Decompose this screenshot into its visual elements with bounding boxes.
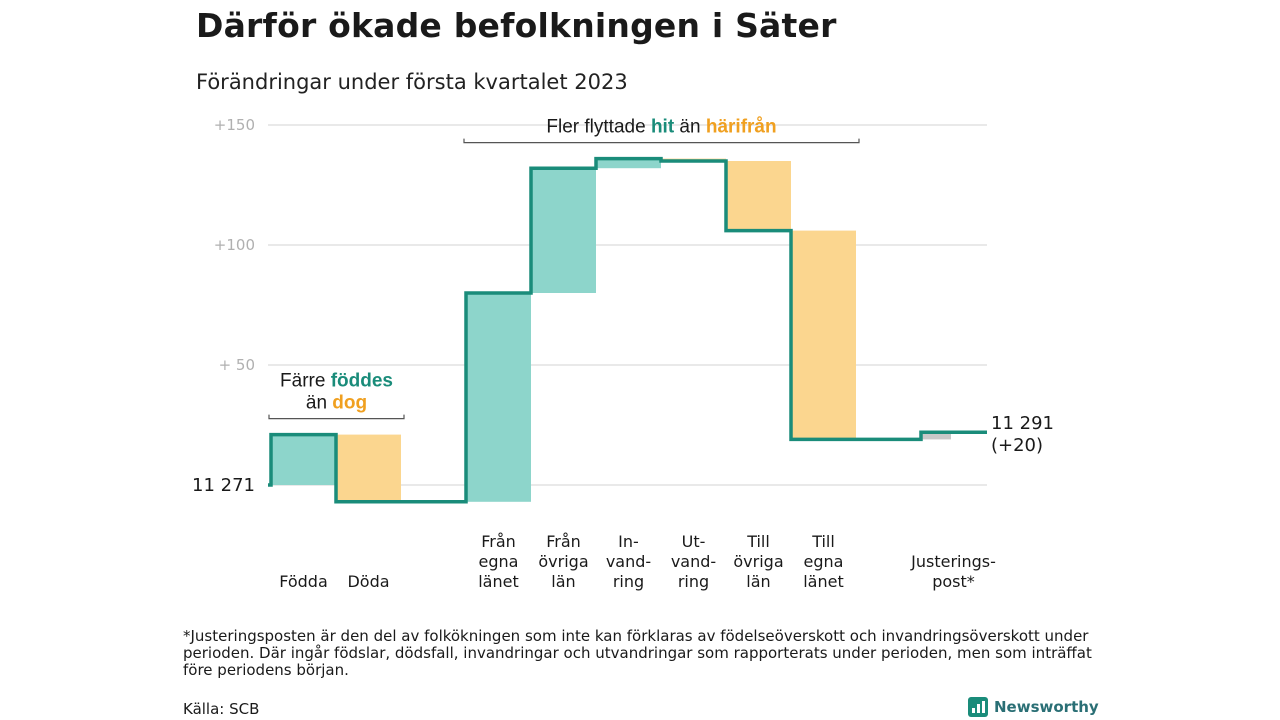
category-label: vand- <box>606 552 651 571</box>
chart-title: Därför ökade befolkningen i Säter <box>196 6 837 45</box>
brand[interactable]: Newsworthy <box>968 697 1099 717</box>
bar-decrease <box>336 434 401 502</box>
annotation-segment: föddes <box>331 371 393 392</box>
annotation-text: Fler flyttade hit än härifrån <box>546 117 776 138</box>
y-tick-label: +100 <box>214 236 255 254</box>
bar-decrease <box>726 161 791 231</box>
annotation-text: Färre föddes <box>280 371 393 392</box>
category-label: ring <box>613 572 644 591</box>
annotation-segment: härifrån <box>706 117 777 138</box>
annotation-segment: än <box>674 117 706 138</box>
bar-increase <box>596 158 661 169</box>
category-label: Från <box>546 532 581 551</box>
category-label: egna <box>804 552 844 571</box>
source-credit: Källa: SCB <box>183 700 260 718</box>
bar-decrease <box>791 230 856 440</box>
annotation-segment: Färre <box>280 371 331 392</box>
annotation-bracket <box>463 138 860 144</box>
annotation-segment: än <box>306 393 332 414</box>
category-label: länet <box>478 572 519 591</box>
start-value-label: 11 271 <box>192 475 255 496</box>
bar-layer <box>271 158 951 502</box>
bar-increase <box>531 168 596 293</box>
category-label: Från <box>481 532 516 551</box>
category-label: ring <box>678 572 709 591</box>
step-line-layer <box>268 156 987 504</box>
bar-increase <box>466 293 531 502</box>
category-label: övriga <box>733 552 783 571</box>
end-value-label: (+20) <box>991 435 1043 456</box>
end-value-label: 11 291 <box>991 413 1054 434</box>
annotation-segment: Fler flyttade <box>546 117 651 138</box>
category-label: Till <box>811 532 835 551</box>
annotation-text: än dog <box>306 393 367 414</box>
brand-name: Newsworthy <box>994 698 1099 716</box>
bar-increase <box>271 434 336 485</box>
category-label: In- <box>618 532 639 551</box>
step-line <box>268 156 987 504</box>
category-label: Ut- <box>682 532 706 551</box>
newsworthy-logo-icon <box>968 697 988 717</box>
category-label: län <box>551 572 575 591</box>
category-label: Justerings- <box>910 552 996 571</box>
category-label: länet <box>803 572 844 591</box>
label-layer: Födda DödaFrånegnalänetFrånövrigalänIn-va… <box>192 413 1054 591</box>
annotation-segment: dog <box>332 393 367 414</box>
category-label: län <box>746 572 770 591</box>
category-label: Till <box>746 532 770 551</box>
category-label: post* <box>932 572 975 591</box>
bar-adjust <box>921 432 951 440</box>
y-tick-label: + 50 <box>219 356 255 374</box>
grid-layer: + 50 +100 +150 <box>214 116 987 486</box>
annotation-segment: hit <box>651 117 675 138</box>
chart-subtitle: Förändringar under första kvartalet 2023 <box>196 70 628 94</box>
category-label: Födda <box>279 572 328 591</box>
footnote: *Justeringsposten är den del av folkökni… <box>183 627 1092 679</box>
category-label: Döda <box>347 572 389 591</box>
category-label: vand- <box>671 552 716 571</box>
y-tick-label: +150 <box>214 116 255 134</box>
annotation-bracket <box>268 414 405 420</box>
category-label: egna <box>479 552 519 571</box>
category-label: övriga <box>538 552 588 571</box>
